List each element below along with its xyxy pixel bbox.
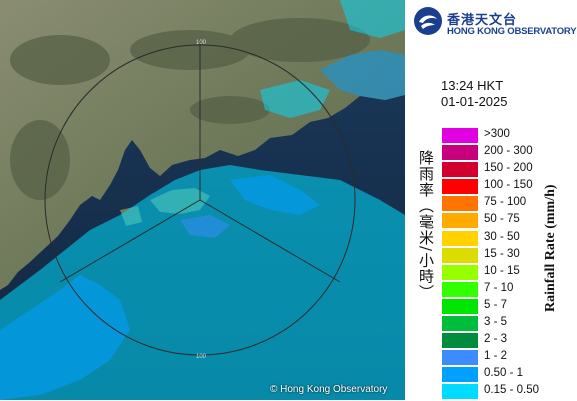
- legend-label: 15 - 30: [484, 247, 520, 260]
- observatory-logo-icon: [414, 7, 442, 35]
- legend-label: 30 - 50: [484, 230, 520, 243]
- legend-title-chinese: 降雨率（毫米/小時）: [417, 150, 435, 301]
- legend-label: 150 - 200: [484, 162, 533, 175]
- legend-row: 100 - 150: [442, 178, 547, 195]
- legend-row: 150 - 200: [442, 161, 547, 178]
- legend-swatch: [442, 350, 478, 366]
- legend-row: 3 - 5: [442, 315, 547, 332]
- legend-label: 200 - 300: [484, 145, 533, 158]
- legend-row: 50 - 75: [442, 212, 547, 229]
- legend-swatch: [442, 367, 478, 383]
- hill-shading: [10, 18, 370, 200]
- legend-swatch: [442, 264, 478, 280]
- legend-label: 50 - 75: [484, 213, 520, 226]
- timestamp-time: 13:24 HKT: [441, 78, 504, 93]
- legend-label: 2 - 3: [484, 333, 508, 346]
- range-rings: [44, 40, 356, 356]
- logo: 香港天文台 HONG KONG OBSERVATORY: [413, 6, 577, 38]
- legend-swatch: [442, 281, 478, 297]
- legend-label: >300: [484, 128, 510, 140]
- legend-label: 0.50 - 1: [484, 367, 523, 380]
- legend-swatch: [442, 179, 478, 195]
- legend-swatch: [442, 128, 478, 143]
- legend-row: 75 - 100: [442, 195, 547, 212]
- legend-label: 0.15 - 0.50: [484, 384, 539, 397]
- legend-label: 7 - 10: [484, 281, 514, 294]
- legend-row: 5 - 7: [442, 298, 547, 315]
- legend-title-english: Rainfall Rate (mm/h): [543, 184, 558, 312]
- legend-row: 30 - 50: [442, 230, 547, 247]
- logo-chinese-name: 香港天文台: [447, 13, 518, 28]
- legend-swatch: [442, 213, 478, 229]
- rainfall-legend: >300 200 - 300 150 - 200 100 - 150 75 - 100 5…: [442, 127, 547, 401]
- legend-swatch: [442, 162, 478, 178]
- legend-label: 5 - 7: [484, 298, 508, 311]
- info-panel: 香港天文台 HONG KONG OBSERVATORY 13:24 HKT 01…: [405, 0, 577, 400]
- legend-label: 3 - 5: [484, 316, 508, 329]
- legend-row: 10 - 15: [442, 264, 547, 281]
- range-ring-label: 100: [196, 40, 207, 46]
- legend-swatch: [442, 316, 478, 332]
- legend-label: 10 - 15: [484, 264, 520, 277]
- rain-echoes: [0, 0, 405, 400]
- legend-label: 1 - 2: [484, 350, 508, 363]
- legend-row: 1 - 2: [442, 349, 547, 366]
- copyright-text: © Hong Kong Observatory: [270, 384, 388, 395]
- legend-row: 0.15 - 0.50: [442, 383, 547, 400]
- timestamp-date: 01-01-2025: [441, 94, 508, 109]
- radar-map-svg: 100 100: [0, 0, 405, 400]
- legend-row: 0.50 - 1: [442, 366, 547, 383]
- legend-row: 7 - 10: [442, 281, 547, 298]
- legend-swatch: [442, 230, 478, 246]
- legend-swatch: [442, 384, 478, 400]
- legend-swatch: [442, 298, 478, 314]
- range-ring-label: 100: [196, 354, 207, 360]
- legend-label: 75 - 100: [484, 196, 527, 209]
- logo-english-name: HONG KONG OBSERVATORY: [447, 26, 577, 37]
- legend-swatch: [442, 145, 478, 161]
- legend-row: 200 - 300: [442, 144, 547, 161]
- legend-swatch: [442, 333, 478, 349]
- legend-label: 100 - 150: [484, 179, 533, 192]
- legend-row: >300: [442, 127, 547, 144]
- legend-row: 15 - 30: [442, 247, 547, 264]
- legend-swatch: [442, 247, 478, 263]
- radar-map: 100 100 © Hong Kong Observatory: [0, 0, 405, 400]
- legend-row: 2 - 3: [442, 332, 547, 349]
- legend-swatch: [442, 196, 478, 212]
